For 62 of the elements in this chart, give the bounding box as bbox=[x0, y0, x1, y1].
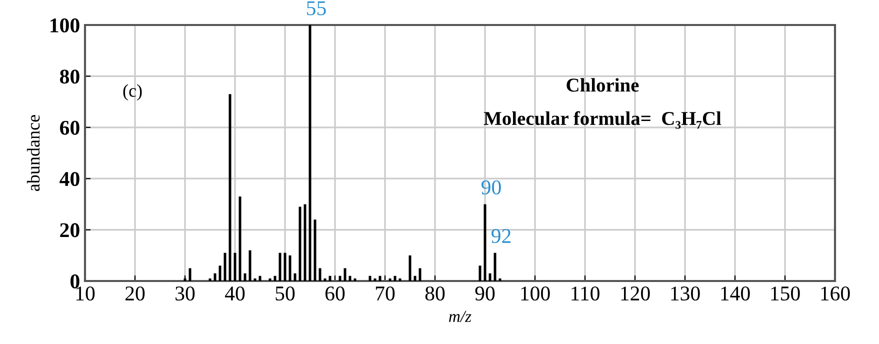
bar bbox=[314, 220, 316, 281]
bar bbox=[308, 25, 312, 281]
annotation: 92 bbox=[492, 229, 511, 244]
bar bbox=[494, 252, 496, 281]
bar bbox=[484, 204, 486, 281]
y-tick-label: 100 bbox=[50, 18, 80, 32]
bar bbox=[184, 278, 186, 281]
x-tick-label: 130 bbox=[671, 286, 700, 301]
bar bbox=[338, 276, 342, 281]
x-tick-label: 30 bbox=[176, 286, 195, 301]
bar bbox=[234, 252, 236, 281]
x-tick-label: 80 bbox=[425, 286, 445, 301]
y-axis-title: abundance bbox=[26, 115, 40, 191]
bar bbox=[258, 276, 262, 281]
bar bbox=[244, 273, 246, 281]
x-tick-label: 120 bbox=[621, 286, 650, 301]
x-tick-label: 50 bbox=[276, 286, 295, 301]
annotation: Chlorine bbox=[566, 78, 639, 92]
bar bbox=[344, 268, 346, 281]
bar bbox=[288, 255, 292, 281]
x-tick-label: 110 bbox=[572, 286, 600, 301]
bar bbox=[318, 268, 322, 281]
x-tick-label: 150 bbox=[771, 286, 800, 301]
x-tick-label: 90 bbox=[475, 286, 495, 301]
bar bbox=[284, 252, 286, 281]
x-tick-label: 10 bbox=[76, 286, 95, 301]
x-tick-label: 140 bbox=[721, 286, 750, 301]
bar bbox=[208, 278, 212, 281]
bar bbox=[414, 276, 416, 281]
bar bbox=[268, 278, 272, 281]
bar bbox=[294, 273, 296, 281]
y-tick-label: 80 bbox=[60, 70, 80, 84]
annotation: Molecular formula= C₃H₇Cl bbox=[484, 111, 722, 129]
annotation: (c) bbox=[123, 84, 142, 101]
bar bbox=[254, 278, 256, 281]
x-tick-label: 20 bbox=[126, 286, 145, 301]
y-tick-label: 0 bbox=[70, 274, 80, 288]
annotation: 90 bbox=[482, 180, 501, 194]
x-tick-label: 100 bbox=[521, 286, 550, 301]
bar bbox=[304, 204, 306, 281]
bar bbox=[214, 273, 216, 281]
bar bbox=[228, 94, 232, 281]
y-tick-label: 20 bbox=[60, 223, 80, 238]
annotation: 55 bbox=[307, 1, 326, 16]
bar bbox=[354, 278, 356, 281]
bar bbox=[418, 268, 422, 281]
bar bbox=[378, 276, 382, 281]
bar bbox=[388, 278, 392, 281]
x-tick-label: 160 bbox=[821, 286, 850, 301]
bar bbox=[238, 196, 242, 281]
bar bbox=[328, 276, 332, 281]
x-tick-label: 70 bbox=[376, 286, 395, 301]
x-tick-label: 40 bbox=[224, 286, 245, 301]
bar bbox=[188, 268, 192, 281]
y-tick-label: 40 bbox=[60, 172, 80, 186]
y-tick-label: 60 bbox=[60, 120, 80, 135]
x-tick-label: 60 bbox=[325, 286, 345, 301]
bar bbox=[408, 255, 412, 281]
x-axis-title: m/z bbox=[449, 310, 472, 322]
bar bbox=[218, 266, 222, 281]
bar bbox=[488, 273, 492, 281]
bar bbox=[278, 252, 282, 281]
